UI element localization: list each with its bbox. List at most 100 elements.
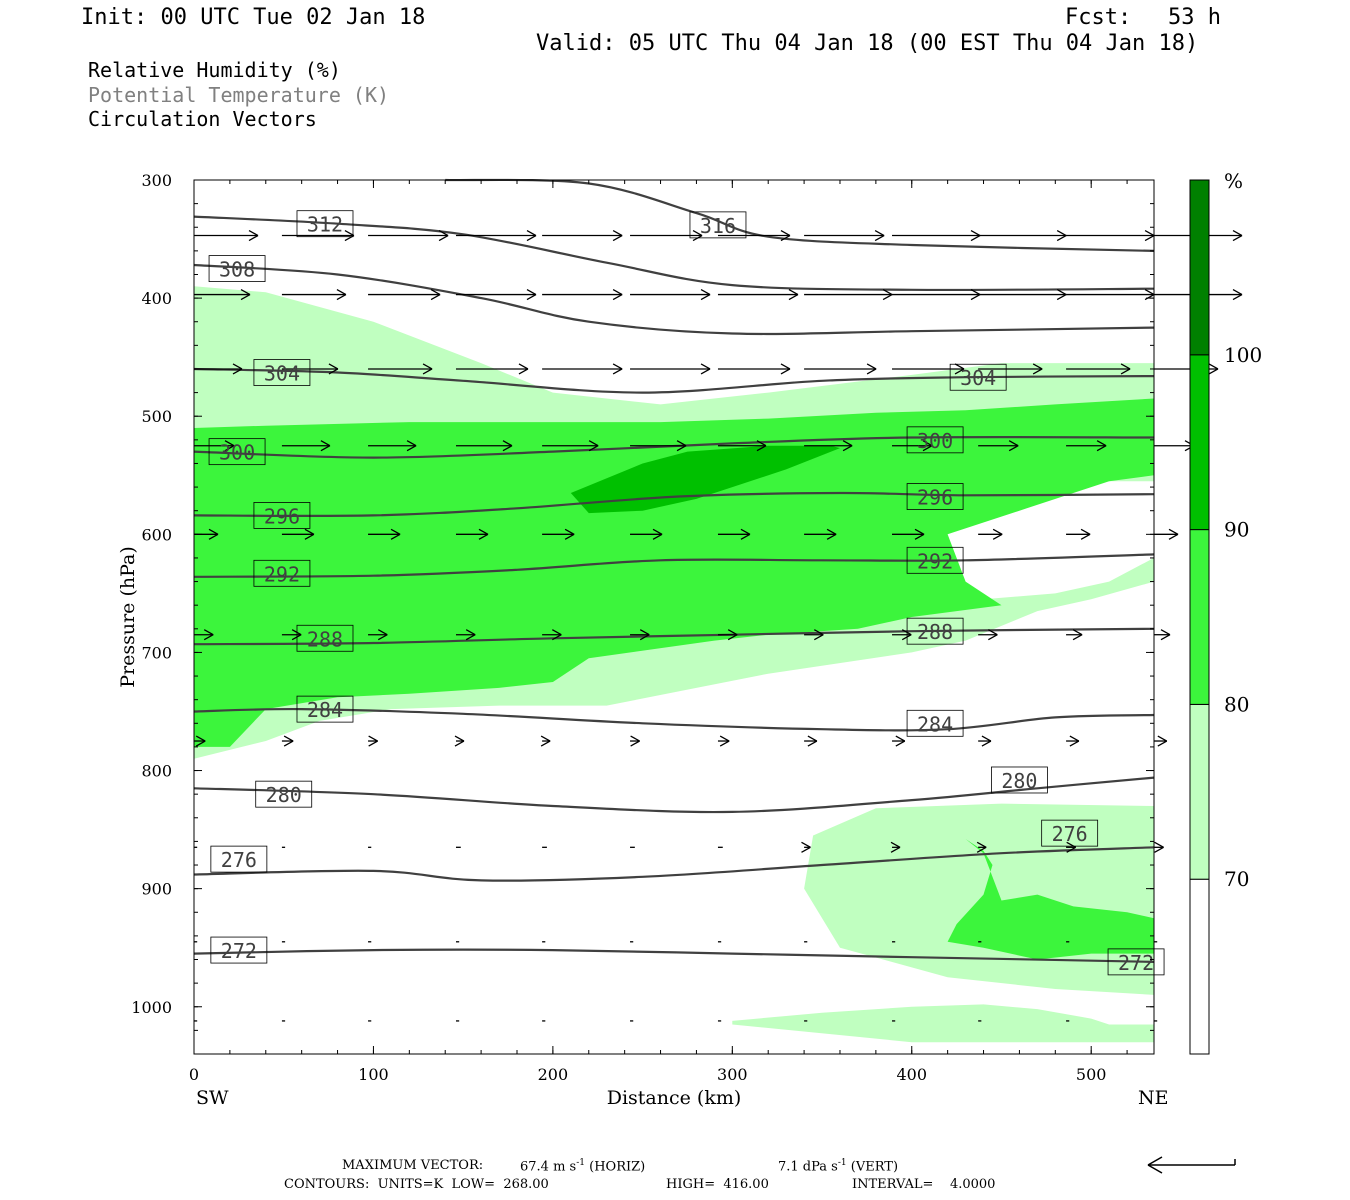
vector-1-9 xyxy=(978,288,1067,301)
vector-4-8 xyxy=(892,528,925,540)
theta-contour-276 xyxy=(193,846,1155,882)
theta-contour-312 xyxy=(193,215,1155,292)
vector-7-8 xyxy=(890,841,901,853)
vector-4-5 xyxy=(630,528,663,540)
vector-3-2 xyxy=(368,440,417,452)
theta-label-292-1: 292 xyxy=(906,546,964,574)
legend-relative-humidity: Relative Humidity (%) xyxy=(88,58,341,82)
vector-2-4 xyxy=(542,363,623,375)
max-vector-vertical: 7.1 dPa s-1 (VERT) xyxy=(778,1158,898,1174)
max-vert-tag: (VERT) xyxy=(850,1159,899,1175)
legend-potential-temperature: Potential Temperature (K) xyxy=(88,83,390,107)
theta-label-304-1: 304 xyxy=(949,363,1007,391)
svg-text:300: 300 xyxy=(219,441,255,465)
x-tick-label-500: 500 xyxy=(1076,1065,1107,1084)
vector-6-3 xyxy=(454,735,465,747)
svg-text:284: 284 xyxy=(307,698,343,722)
theta-label-280-1: 280 xyxy=(991,766,1048,794)
vector-3-1 xyxy=(281,440,331,452)
y-tick-label-500: 500 xyxy=(141,407,172,426)
vector-1-2 xyxy=(368,288,441,301)
vector-1-0 xyxy=(194,288,251,301)
reference-vector-arrow xyxy=(1147,1156,1236,1174)
vector-7-11 xyxy=(1154,841,1164,853)
svg-text:280: 280 xyxy=(266,783,302,807)
vector-6-0 xyxy=(194,735,206,747)
theta-label-312-0: 312 xyxy=(296,210,354,238)
colorbar-unit: % xyxy=(1224,169,1243,193)
axis-layer: 0 100 200 300 400 500 300 400 500 600 700 800 900 100… xyxy=(131,171,1154,1084)
vector-3-0 xyxy=(194,440,235,452)
vector-3-9 xyxy=(978,440,1019,452)
x-tick-label-0: 0 xyxy=(189,1065,199,1084)
vector-0-5 xyxy=(630,229,703,242)
vector-6-7 xyxy=(804,735,818,747)
vector-2-10 xyxy=(1066,363,1131,375)
svg-text:312: 312 xyxy=(307,213,343,237)
theta-contour-296 xyxy=(193,491,1155,518)
vector-0-0 xyxy=(194,229,259,242)
vector-0-6 xyxy=(717,229,791,242)
svg-text:284: 284 xyxy=(917,712,953,736)
vector-5-6 xyxy=(717,629,738,641)
vector-4-2 xyxy=(368,528,401,540)
valid-time: Valid: 05 UTC Thu 04 Jan 18 (00 EST Thu … xyxy=(536,31,1199,56)
vector-6-8 xyxy=(892,735,906,747)
theta-label-296-0: 296 xyxy=(253,502,311,529)
rh-region-70-4 xyxy=(732,1004,1110,1025)
colorbar-band-80 xyxy=(1189,529,1210,705)
vector-5-10 xyxy=(1066,629,1083,641)
x-tick-label-100: 100 xyxy=(358,1065,389,1084)
max-vert-exponent: -1 xyxy=(837,1158,847,1168)
x-axis-title: Distance (km) xyxy=(607,1087,742,1109)
vector-1-4 xyxy=(542,288,623,301)
vector-3-7 xyxy=(804,440,853,452)
vector-5-5 xyxy=(630,629,650,641)
svg-text:304: 304 xyxy=(264,362,300,386)
theta-label-304-0: 304 xyxy=(253,359,311,386)
vector-1-6 xyxy=(717,288,799,301)
x-end-label-sw: SW xyxy=(196,1087,229,1109)
vector-1-3 xyxy=(455,288,537,301)
init-time: Init: 00 UTC Tue 02 Jan 18 xyxy=(81,5,426,30)
colorbar-label-100: 100 xyxy=(1224,343,1262,367)
svg-text:300: 300 xyxy=(917,429,953,453)
max-vector-horizontal: 67.4 m s-1 (HORIZ) xyxy=(520,1158,645,1174)
theta-contour-308 xyxy=(193,263,1155,336)
vector-2-9 xyxy=(978,363,1043,375)
y-tick-label-1000: 1000 xyxy=(131,998,172,1017)
y-tick-label-700: 700 xyxy=(141,643,172,662)
svg-text:288: 288 xyxy=(307,627,343,651)
vector-4-10 xyxy=(1066,528,1091,540)
vector-4-11 xyxy=(1154,528,1179,540)
svg-text:276: 276 xyxy=(221,848,257,872)
vector-1-5 xyxy=(630,288,711,301)
vector-6-5 xyxy=(630,735,640,747)
svg-text:276: 276 xyxy=(1052,822,1088,846)
max-vector-label: MAXIMUM VECTOR: xyxy=(342,1158,484,1173)
theta-contour-304 xyxy=(193,367,1155,394)
vector-1-10 xyxy=(1066,288,1155,301)
y-tick-label-900: 900 xyxy=(141,880,172,899)
theta-label-316-0: 316 xyxy=(689,211,747,239)
y-axis-title: Pressure (hPa) xyxy=(117,546,139,688)
vector-0-4 xyxy=(542,229,623,242)
vector-0-8 xyxy=(892,229,981,242)
forecast-hour: 53 h xyxy=(1168,5,1221,30)
vector-2-8 xyxy=(892,363,965,375)
vector-3-3 xyxy=(455,440,513,452)
vector-4-1 xyxy=(281,528,315,540)
theta-contour-272 xyxy=(193,948,1155,963)
y-tick-label-400: 400 xyxy=(141,289,172,308)
vector-5-0 xyxy=(194,629,214,641)
colorbar-label-90: 90 xyxy=(1224,518,1249,542)
vector-4-9 xyxy=(978,528,1003,540)
theta-label-308-0: 308 xyxy=(208,255,266,282)
vector-1-1 xyxy=(281,288,347,301)
vector-5-3 xyxy=(455,629,476,641)
svg-text:272: 272 xyxy=(221,939,257,963)
x-tick-label-400: 400 xyxy=(896,1065,927,1084)
vector-2-0 xyxy=(194,363,243,375)
svg-text:292: 292 xyxy=(264,562,300,586)
theta-label-280-0: 280 xyxy=(255,780,313,808)
